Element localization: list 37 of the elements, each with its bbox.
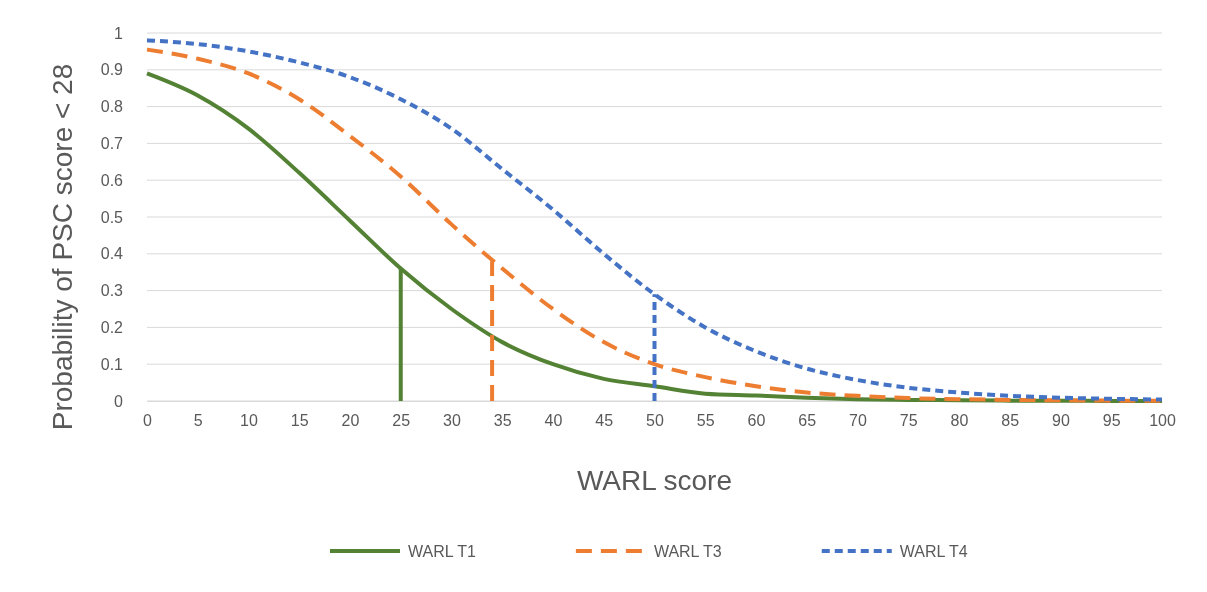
y-tick-label: 0.6 [100,171,124,189]
x-tick-label: 85 [1001,412,1020,430]
x-tick-label: 75 [899,412,918,430]
y-tick-label: 0 [114,392,124,410]
x-tick-label: 55 [696,412,715,430]
y-tick-label: 0.8 [100,98,124,116]
x-tick-label: 25 [392,412,411,430]
legend-label: WARL T3 [653,543,722,560]
x-tick-label: 65 [798,412,817,430]
y-tick-label: 0.7 [100,135,124,153]
x-tick-label: 10 [240,412,258,430]
x-tick-label: 15 [290,412,309,430]
x-tick-label: 35 [493,412,512,430]
x-tick-label: 40 [544,412,563,430]
y-tick-label: 0.3 [100,282,124,300]
legend-label: WARL T1 [408,543,476,560]
x-tick-label: 0 [143,412,153,430]
y-tick-label: 0.1 [100,355,124,373]
legend-label: WARL T4 [899,543,968,560]
y-tick-label: 0.4 [100,245,124,263]
x-tick-label: 5 [193,412,203,430]
x-tick-label: 45 [595,412,614,430]
y-tick-label: 0.5 [100,208,124,226]
x-tick-label: 80 [950,412,969,430]
x-tick-label: 90 [1052,412,1070,430]
y-tick-label: 1 [114,24,124,42]
x-tick-label: 70 [849,412,867,430]
x-tick-label: 30 [443,412,461,430]
x-tick-label: 60 [747,412,766,430]
x-tick-label: 100 [1149,412,1176,430]
y-axis-title: Probability of PSC score < 28 [47,63,78,431]
y-tick-label: 0.9 [100,61,124,79]
x-tick-label: 20 [341,412,360,430]
y-tick-label: 0.2 [100,319,124,337]
x-tick-label: 50 [646,412,664,430]
x-axis-title: WARL score [576,465,733,496]
x-tick-label: 95 [1102,412,1121,430]
